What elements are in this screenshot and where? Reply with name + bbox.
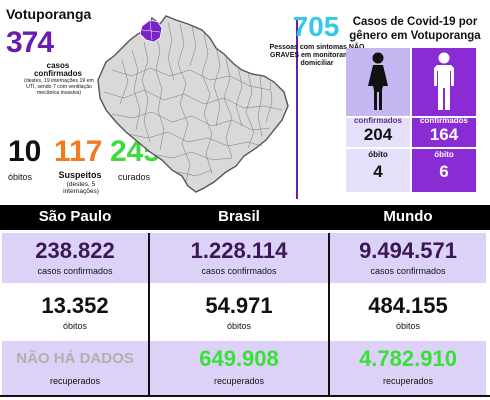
map-sao-paulo-state — [97, 15, 289, 193]
sp-recovered-value: NÃO HÁ DADOS — [16, 350, 134, 367]
gender-title: Casos de Covid-19 por gênero em Votupora… — [349, 16, 481, 43]
world-deaths-value: 484.155 — [368, 293, 448, 318]
city-suspected-label: Suspeitos — [58, 170, 102, 180]
city-confirmed-count: 374 — [6, 26, 54, 59]
header-mundo: Mundo — [383, 208, 433, 225]
city-suspected-note: (destes, 5 internações) — [63, 181, 99, 196]
female-confirmed-count: 204 — [363, 125, 393, 144]
female-separator — [346, 147, 410, 149]
header-sao-paulo: São Paulo — [38, 208, 112, 225]
female-confirmed-label: confirmados — [353, 116, 402, 125]
column-brasil: 1.228.114 casos confirmados 54.971 óbito… — [150, 230, 328, 395]
br-confirmed-label: casos confirmados — [201, 266, 277, 276]
city-confirmed-note: (destes, 19 internações 19 em UTI, sendo… — [24, 78, 94, 96]
city-confirmed-label: casos confirmados — [33, 61, 82, 79]
world-recovered-label: recuperados — [382, 376, 434, 386]
female-deaths-label: óbito — [368, 150, 388, 159]
section-divider — [296, 17, 298, 199]
row-bg-deaths — [2, 286, 148, 338]
male-separator — [412, 147, 476, 149]
row-bg-recovered — [330, 341, 486, 395]
male-icon-box — [412, 48, 476, 116]
br-deaths-value: 54.971 — [205, 293, 273, 318]
world-recovered-value: 4.782.910 — [359, 346, 457, 371]
comparison-table: São Paulo Brasil Mundo 238.822 casos con… — [0, 205, 490, 400]
city-suspected-count: 117 — [54, 135, 103, 168]
sp-confirmed-value: 238.822 — [35, 238, 115, 263]
world-deaths-label: óbitos — [395, 321, 421, 331]
table-bottom-border — [0, 395, 490, 397]
male-person-icon — [434, 52, 454, 110]
male-stats-box — [412, 118, 476, 192]
row-bg-deaths — [150, 286, 328, 338]
mild-cases-label: Pessoas com sintomas NÃO GRAVES em monit… — [269, 44, 365, 68]
row-bg-recovered — [2, 341, 148, 395]
city-recovered-label: curados — [117, 172, 151, 182]
row-bg-confirmed — [150, 233, 328, 283]
row-bg-deaths — [330, 286, 486, 338]
female-deaths-count: 4 — [373, 162, 383, 181]
world-confirmed-label: casos confirmados — [370, 266, 446, 276]
sp-recovered-label: recuperados — [49, 376, 101, 386]
city-deaths-count: 10 — [8, 135, 42, 168]
header-brasil: Brasil — [218, 208, 260, 225]
br-recovered-value: 649.908 — [199, 346, 279, 371]
male-deaths-count: 6 — [439, 162, 449, 181]
sp-deaths-label: óbitos — [62, 321, 88, 331]
city-deaths-label: óbitos — [8, 172, 33, 182]
male-deaths-label: óbito — [434, 150, 454, 159]
sp-deaths-value: 13.352 — [41, 293, 109, 318]
row-bg-recovered — [150, 341, 328, 395]
br-recovered-label: recuperados — [213, 376, 265, 386]
mild-cases-count: 705 — [292, 11, 340, 42]
column-mundo: 9.494.571 casos confirmados 484.155 óbit… — [330, 230, 486, 395]
sp-confirmed-label: casos confirmados — [37, 266, 113, 276]
female-icon-box — [346, 48, 410, 116]
row-bg-confirmed — [2, 233, 148, 283]
male-confirmed-count: 164 — [429, 125, 459, 144]
column-divider — [148, 233, 150, 395]
city-title: Votuporanga — [6, 6, 92, 22]
br-deaths-label: óbitos — [226, 321, 252, 331]
table-header-bar: São Paulo Brasil Mundo — [0, 205, 490, 230]
female-stats-box — [346, 118, 410, 192]
column-divider — [328, 233, 330, 395]
world-confirmed-value: 9.494.571 — [359, 238, 457, 263]
row-bg-confirmed — [330, 233, 486, 283]
male-confirmed-label: confirmados — [419, 116, 468, 125]
female-person-icon — [368, 52, 388, 110]
br-confirmed-value: 1.228.114 — [190, 238, 288, 263]
column-sao-paulo: 238.822 casos confirmados 13.352 óbitos … — [2, 230, 148, 395]
